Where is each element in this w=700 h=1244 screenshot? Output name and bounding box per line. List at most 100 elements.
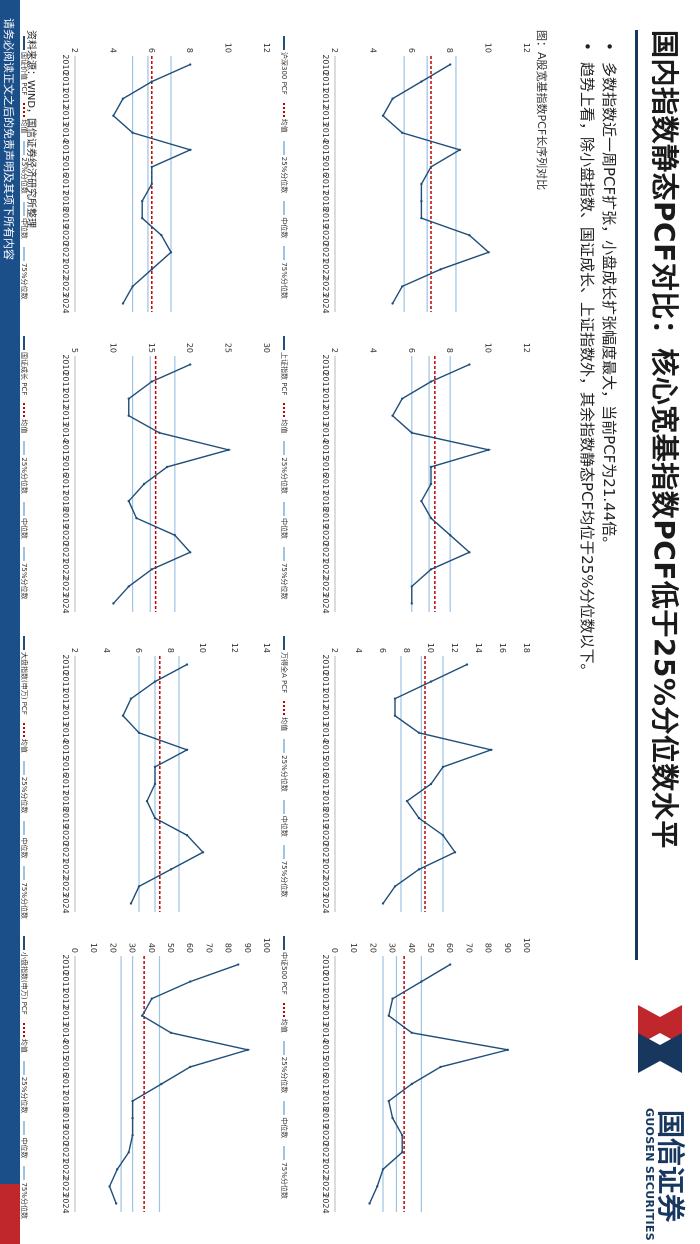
legend-label: 75%分位数 [280,860,288,898]
y-tick-label: 12 [450,643,459,653]
chart-legend: 大盘指数(申万) PCF 均值 25%分位数中位数 75%分位数 [19,636,29,926]
data-point [468,551,471,554]
data-point [185,748,189,752]
data-point [453,851,457,854]
legend-swatch [23,403,25,418]
x-tick-label: 2018 [61,491,70,511]
data-point [188,551,192,554]
legend-item: 中位数 [279,1101,289,1138]
legend-swatch [283,140,285,155]
data-point [188,1065,192,1069]
legend-label: 75%分位数 [20,882,28,919]
legend-label: 均值 [20,1038,28,1053]
data-point [400,1134,404,1137]
data-point [400,1151,404,1154]
x-tick-label: 2024 [321,293,330,313]
y-tick-label: 14 [262,643,271,653]
data-point [116,1168,119,1171]
series-line [122,663,205,904]
legend-item: 25%分位数 [279,739,289,792]
data-point [201,851,205,854]
x-tick-label: 2013 [61,1006,70,1026]
legend-swatch [283,1002,285,1017]
x-tick-label: 2024 [61,293,70,313]
data-point [487,448,490,452]
data-point [131,131,134,135]
legend-swatch [23,760,25,775]
x-tick-label: 2017 [61,474,70,494]
x-tick-label: 2010 [61,354,70,374]
x-tick-label: 2023 [321,576,330,596]
x-tick-label: 2012 [61,388,70,408]
page-title: 国内指数静态PCF对比：核心宽基指数PCF低于25%分位数水平 [648,30,681,849]
legend-swatch [283,636,285,650]
bullet-list: 多数指数近一周PCF扩张，小盘成长扩张幅度最大，当前PCF为21.44倍。 趋势… [576,40,620,1140]
data-point [153,816,157,820]
y-tick-label: 0 [70,948,79,953]
y-tick-label: 12 [262,43,271,53]
title-divider [635,30,638,960]
legend-label: 均值 [280,717,288,732]
data-point [506,1048,509,1052]
x-tick-label: 2022 [321,259,330,279]
data-point [108,1185,111,1188]
series-line [382,663,494,904]
x-tick-label: 2014 [321,123,330,143]
legend-item: 均值 [19,1022,29,1053]
legend-swatch [23,936,25,950]
x-tick-label: 2016 [321,157,330,177]
data-point [410,602,413,605]
chart-4: 0 10 20 30 40 50 60 70 80 90 100 2010 2011 2012 2013 20… [277,930,535,1220]
x-tick-label: 2011 [321,71,330,91]
x-tick-label: 2012 [321,88,330,108]
data-point [185,834,189,837]
data-point [112,602,115,605]
data-point [165,465,169,469]
x-tick-label: 2012 [61,88,70,108]
x-tick-label: 2010 [321,654,330,674]
legend-item: 中位数 [279,501,289,539]
legend-item: 小盘指数(申万) PCF [19,936,29,1015]
legend-item: 均值 [279,1002,289,1033]
legend-item: 中位数 [279,201,289,238]
chart-legend: 国证成长 PCF 均值 25%分位数中位数 75%分位数 [19,336,29,626]
data-point [137,731,141,735]
x-tick-label: 2019 [61,508,70,528]
y-tick-label: 6 [147,48,156,53]
legend-label: 大盘指数(申万) PCF [20,652,28,715]
y-tick-label: 6 [407,48,416,53]
y-tick-label: 2 [330,48,339,53]
data-point [417,868,421,871]
data-point [429,165,433,169]
y-tick-label: 30 [128,943,137,953]
x-tick-label: 2020 [321,225,330,245]
data-point [153,680,157,683]
x-tick-label: 2021 [321,1142,330,1162]
x-tick-label: 2019 [321,208,330,228]
legend-item: 25%分位数 [279,441,289,494]
x-tick-label: 2017 [321,1074,330,1094]
data-point [150,568,153,571]
x-tick-label: 2018 [61,191,70,211]
x-tick-label: 2018 [321,791,330,811]
data-point [429,380,433,383]
data-point [429,465,433,469]
x-tick-label: 2011 [321,971,330,991]
y-tick-label: 2 [330,348,339,353]
legend-label: 25%分位数 [20,1076,28,1114]
y-tick-label: 70 [464,943,473,953]
x-tick-label: 2023 [61,576,70,596]
data-point [468,234,471,237]
y-tick-label: 10 [198,643,207,653]
legend-item: 25%分位数 [19,1060,29,1114]
y-tick-label: 12 [522,43,531,53]
chart-svg: 0 10 20 30 40 50 60 70 80 90 100201020112012201320… [321,938,531,1214]
y-tick-label: 20 [185,343,194,353]
footer-bar: 请务必阅读正文之后的免责声明及其项下所有内容 [0,0,20,1244]
x-tick-label: 2014 [321,1023,330,1043]
x-tick-label: 2024 [61,1193,70,1213]
chart-2: 2 4 6 8 10 12 2010 2011 2012 2013 2014 2015 2016 2017… [277,330,535,620]
y-tick-label: 6 [134,648,143,653]
data-point [391,302,394,305]
data-point [393,714,397,717]
